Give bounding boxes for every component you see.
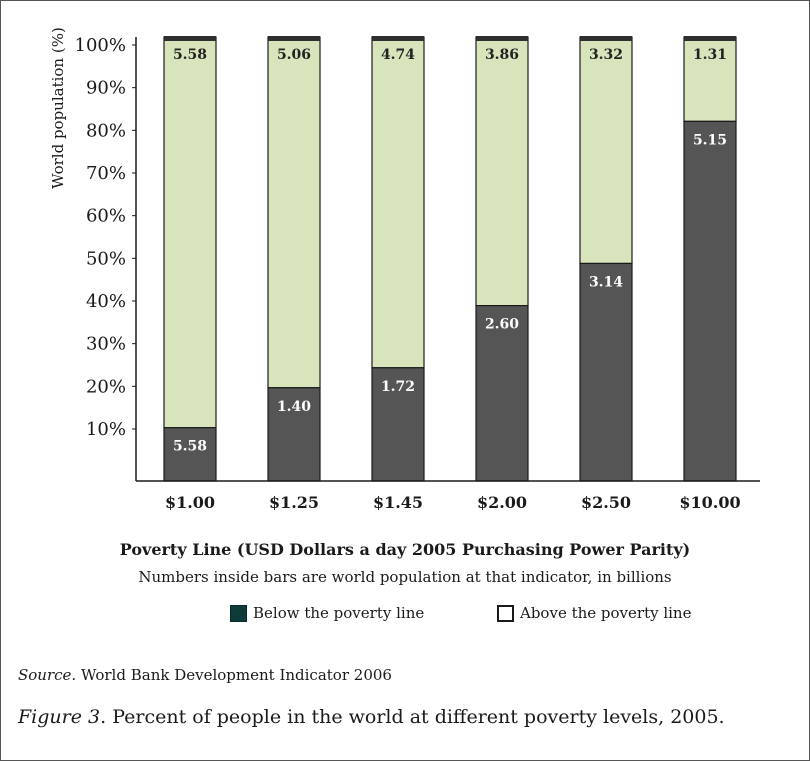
y-tick-label-5: 60% xyxy=(86,206,126,227)
x-tick-labels: $1.00 $1.25 $1.45 $2.00 $2.50 $10.00 xyxy=(165,493,741,512)
value-label-above-4: 3.32 xyxy=(589,47,623,63)
value-label-above-2: 4.74 xyxy=(381,47,415,63)
x-tick-label-0: $1.00 xyxy=(165,493,215,512)
x-tick-label-5: $10.00 xyxy=(679,493,740,512)
caption-text: . Percent of people in the world at diff… xyxy=(100,706,725,728)
bar-cap-0 xyxy=(164,36,216,41)
source-prefix: Source. xyxy=(18,666,77,684)
legend: Below the poverty line Above the poverty… xyxy=(0,604,810,628)
bar-cap-5 xyxy=(684,36,736,41)
bar-below-5 xyxy=(683,120,737,482)
value-label-below-1: 1.40 xyxy=(277,399,311,415)
y-tick-label-0: 10% xyxy=(86,419,126,440)
bar-above-4 xyxy=(579,36,633,265)
legend-item-below: Below the poverty line xyxy=(230,604,424,622)
stacked-bar-chart: 5.58 5.58 5.06 1.40 4.74 1.72 3.86 2.60 3.32 3.14… xyxy=(49,27,760,512)
bar-above-1 xyxy=(267,36,321,389)
bar-above-3 xyxy=(475,36,529,307)
bar-below-4 xyxy=(579,262,633,482)
legend-item-above: Above the poverty line xyxy=(497,604,691,622)
value-label-below-5: 5.15 xyxy=(693,132,727,148)
y-tick-label-9: 100% xyxy=(75,35,126,56)
y-ticks: 10% 20% 30% 40% 50% 60% 70% 80% 90% 100% xyxy=(75,35,136,440)
value-label-below-3: 2.60 xyxy=(485,317,519,333)
bars-layer: 5.58 5.58 5.06 1.40 4.74 1.72 3.86 2.60 3.32 3.14… xyxy=(163,36,737,482)
y-tick-label-4: 50% xyxy=(86,248,126,269)
value-label-below-2: 1.72 xyxy=(381,379,415,395)
x-axis-label: Poverty Line (USD Dollars a day 2005 Pur… xyxy=(119,540,691,559)
bar-above-2 xyxy=(371,36,425,369)
source-text: World Bank Development Indicator 2006 xyxy=(76,666,392,684)
y-tick-label-6: 70% xyxy=(86,163,126,184)
legend-label-above: Above the poverty line xyxy=(520,604,692,622)
value-label-above-0: 5.58 xyxy=(173,47,207,63)
source-note: Source. World Bank Development Indicator… xyxy=(18,666,392,684)
legend-swatch-above xyxy=(497,604,514,622)
x-tick-label-1: $1.25 xyxy=(269,493,319,512)
y-tick-label-2: 30% xyxy=(86,334,126,355)
chart-note: Numbers inside bars are world population… xyxy=(138,568,672,586)
value-label-above-5: 1.31 xyxy=(693,47,727,63)
value-label-below-0: 5.58 xyxy=(173,439,207,455)
value-label-above-1: 5.06 xyxy=(277,47,311,63)
caption-prefix: Figure 3 xyxy=(18,706,101,728)
x-tick-label-3: $2.00 xyxy=(477,493,527,512)
y-axis-label: World population (%) xyxy=(49,27,67,189)
bar-cap-3 xyxy=(476,36,528,41)
legend-swatch-below xyxy=(230,604,247,622)
x-tick-label-4: $2.50 xyxy=(581,493,631,512)
y-tick-label-1: 20% xyxy=(86,376,126,397)
y-tick-label-7: 80% xyxy=(86,120,126,141)
x-tick-label-2: $1.45 xyxy=(373,493,423,512)
y-tick-label-8: 90% xyxy=(86,78,126,99)
bar-cap-2 xyxy=(372,36,424,41)
value-label-above-3: 3.86 xyxy=(485,47,519,63)
bar-below-3 xyxy=(475,305,529,482)
bar-below-2 xyxy=(371,367,425,482)
bar-cap-4 xyxy=(580,36,632,41)
y-tick-label-3: 40% xyxy=(86,291,126,312)
bar-cap-1 xyxy=(268,36,320,41)
bar-below-1 xyxy=(267,387,321,482)
figure-caption: Figure 3. Percent of people in the world… xyxy=(18,706,725,728)
value-label-below-4: 3.14 xyxy=(589,274,623,290)
bar-above-0 xyxy=(163,36,217,429)
legend-label-below: Below the poverty line xyxy=(253,604,425,622)
